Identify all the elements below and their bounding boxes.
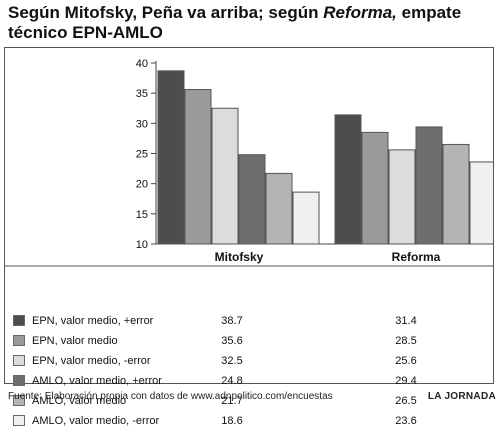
legend-swatch [13, 415, 25, 426]
y-tick-label: 35 [136, 88, 148, 100]
x-category-label: Reforma [392, 250, 441, 264]
legend-label: AMLO, valor medio [32, 395, 127, 407]
legend-swatch [13, 315, 25, 326]
legend-row: AMLO, valor medio 21.7 26.5 [5, 391, 491, 411]
legend-row: EPN, valor medio, -error 32.5 25.6 [5, 351, 491, 371]
data-value: 24.8 [221, 375, 243, 387]
bar [415, 126, 443, 245]
legend-swatch [13, 375, 25, 386]
bar [361, 131, 389, 245]
chart-frame: 10 15 20 25 30 35 40 Mitofsky Reforma EPN, valor… [4, 47, 494, 427]
source-note: Fuente: Elaboración propia con datos de … [8, 391, 333, 402]
bar [442, 143, 470, 245]
bar-chart: 10 15 20 25 30 35 40 Mitofsky Reforma [5, 58, 493, 267]
data-value: 21.7 [221, 395, 243, 407]
bar [265, 172, 293, 245]
y-tick-label: 20 [136, 179, 148, 191]
y-tick-label: 10 [136, 239, 148, 251]
data-value: 35.6 [221, 335, 243, 347]
y-tick-label: 25 [136, 149, 148, 161]
data-value: 32.5 [221, 355, 243, 367]
bar [211, 107, 239, 245]
bar [334, 114, 362, 245]
legend-row: AMLO, valor medio, +error 24.8 29.4 [5, 371, 491, 391]
bar [388, 149, 416, 245]
title-italic: Reforma, [323, 3, 397, 22]
data-value: 23.6 [395, 415, 417, 427]
data-value: 18.6 [221, 415, 243, 427]
legend-label: EPN, valor medio, -error [32, 355, 151, 367]
legend-row: EPN, valor medio, +error 38.7 31.4 [5, 311, 491, 331]
legend-row: AMLO, valor medio, -error 18.6 23.6 [5, 411, 491, 431]
bar [469, 161, 493, 245]
footer: Fuente: Elaboración propia con datos de … [8, 391, 496, 405]
y-tick-label: 40 [136, 58, 148, 70]
data-value: 29.4 [395, 375, 417, 387]
data-value: 31.4 [395, 315, 417, 327]
x-category-label: Mitofsky [215, 250, 264, 264]
legend-label: EPN, valor medio [32, 335, 118, 347]
bar [292, 191, 320, 245]
bar [184, 89, 212, 245]
data-value: 25.6 [395, 355, 417, 367]
title-part-2: empate técnico EPN-AMLO [8, 3, 462, 42]
data-value: 38.7 [221, 315, 243, 327]
brand-logo: LA JORNADA [427, 391, 496, 402]
chart-title: Según Mitofsky, Peña va arriba; según Re… [8, 3, 494, 43]
data-value: 26.5 [395, 395, 417, 407]
legend-swatch [13, 355, 25, 366]
legend-row: EPN, valor medio 35.6 28.5 [5, 331, 491, 351]
data-value: 28.5 [395, 335, 417, 347]
legend-swatch [13, 335, 25, 346]
y-tick-label: 15 [136, 209, 148, 221]
legend-label: EPN, valor medio, +error [32, 315, 154, 327]
legend-label: AMLO, valor medio, +error [32, 375, 162, 387]
bar [238, 154, 266, 245]
legend-label: AMLO, valor medio, -error [32, 415, 160, 427]
bar [157, 70, 185, 245]
y-tick-label: 30 [136, 118, 148, 130]
title-part-1: Según Mitofsky, Peña va arriba; según [8, 3, 324, 22]
